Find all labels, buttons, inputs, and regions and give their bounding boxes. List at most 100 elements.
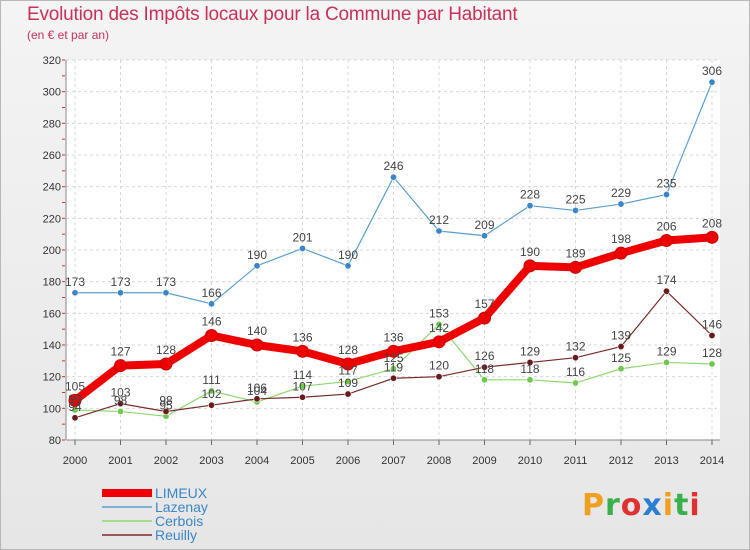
data-point-cerbois [298, 382, 306, 390]
data-point-cerbois [526, 376, 534, 384]
y-tick-label: 220 [43, 213, 61, 225]
data-point-lazenay [253, 262, 261, 270]
y-tick-label: 160 [43, 308, 61, 320]
data-label-reuilly: 146 [702, 318, 722, 332]
data-point-limeux [478, 311, 491, 325]
data-point-limeux [569, 260, 582, 274]
chart-subtitle: (en € et par an) [27, 28, 110, 42]
data-point-lazenay [71, 289, 79, 297]
data-label-limeux: 140 [247, 324, 267, 338]
x-tick-label: 2009 [472, 455, 496, 467]
data-label-lazenay: 212 [429, 213, 449, 227]
data-label-limeux: 190 [520, 245, 540, 259]
data-point-lazenay [344, 262, 352, 270]
data-point-lazenay [208, 300, 216, 308]
logo-letter: t [674, 488, 690, 523]
y-tick-label: 320 [43, 55, 61, 67]
y-tick-label: 200 [43, 245, 61, 257]
data-point-reuilly [662, 287, 670, 295]
data-label-cerbois: 118 [520, 362, 539, 376]
data-point-lazenay [162, 289, 170, 297]
data-point-limeux [614, 246, 628, 260]
legend-label-reuilly: Reuilly [155, 527, 197, 543]
logo-letter: r [605, 488, 621, 523]
data-label-reuilly: 103 [110, 386, 130, 400]
data-label-limeux: 128 [338, 343, 358, 357]
data-point-reuilly [117, 400, 125, 408]
data-point-limeux [341, 357, 355, 371]
data-label-limeux: 198 [611, 232, 631, 246]
logo-letter: x [642, 488, 663, 523]
data-label-cerbois: 116 [566, 365, 585, 379]
data-point-limeux [159, 357, 173, 371]
data-label-cerbois: 95 [159, 398, 173, 412]
data-point-cerbois [662, 358, 670, 366]
data-point-reuilly [435, 373, 443, 381]
data-label-lazenay: 228 [520, 188, 540, 202]
data-point-lazenay [117, 289, 125, 297]
data-label-reuilly: 109 [338, 376, 358, 390]
y-tick-label: 300 [43, 87, 61, 99]
data-point-cerbois [480, 376, 488, 384]
data-label-reuilly: 119 [384, 360, 403, 374]
data-point-cerbois [435, 320, 443, 328]
data-label-lazenay: 173 [65, 275, 85, 289]
data-label-lazenay: 190 [338, 248, 358, 262]
data-point-reuilly [253, 395, 261, 403]
data-label-reuilly: 174 [656, 273, 676, 287]
data-label-reuilly: 98 [159, 394, 173, 408]
y-tick-label: 80 [49, 435, 61, 447]
data-label-lazenay: 225 [565, 192, 585, 206]
data-point-limeux [68, 393, 82, 407]
data-point-lazenay [662, 191, 670, 199]
data-label-cerbois: 98 [114, 394, 128, 408]
data-point-lazenay [526, 202, 534, 210]
data-point-reuilly [480, 363, 488, 371]
logo-letter: P [582, 488, 605, 523]
data-label-limeux: 146 [201, 315, 221, 329]
data-label-limeux: 105 [65, 379, 85, 393]
legend-label-cerbois: Cerbois [155, 513, 203, 529]
data-label-reuilly: 120 [429, 359, 449, 373]
data-label-limeux: 136 [383, 330, 403, 344]
logo-letter: i [689, 488, 701, 523]
data-point-limeux [205, 329, 218, 342]
data-label-reuilly: 107 [292, 379, 312, 393]
data-label-cerbois: 128 [702, 346, 722, 360]
data-label-cerbois: 153 [429, 306, 449, 320]
series-points [68, 78, 719, 422]
data-point-cerbois [389, 365, 397, 373]
data-label-reuilly: 132 [565, 340, 585, 354]
x-tick-label: 2008 [427, 455, 451, 467]
x-tick-label: 2007 [381, 455, 405, 467]
data-point-reuilly [162, 407, 170, 415]
chart-title: Evolution des Impôts locaux pour la Comm… [27, 4, 518, 25]
data-point-cerbois [571, 379, 579, 387]
data-point-reuilly [208, 401, 216, 409]
data-label-lazenay: 166 [201, 286, 221, 300]
data-label-lazenay: 173 [110, 275, 130, 289]
data-point-reuilly [71, 414, 79, 422]
data-point-reuilly [617, 343, 625, 351]
data-label-lazenay: 201 [292, 230, 312, 244]
data-label-limeux: 127 [110, 345, 130, 359]
data-point-cerbois [344, 377, 352, 385]
data-point-limeux [387, 344, 400, 358]
data-point-reuilly [708, 331, 716, 339]
data-label-limeux: 189 [565, 246, 585, 260]
legend-label-limeux: LIMEUX [155, 485, 208, 501]
data-labels: 173 173 173 166 190 201 190 246 212 209 228 225 229 2… [65, 64, 722, 414]
data-point-limeux [523, 259, 537, 273]
data-label-reuilly: 139 [611, 329, 631, 343]
data-label-reuilly: 106 [247, 381, 267, 395]
logo-letter: i [662, 488, 675, 523]
y-tick-label: 260 [43, 150, 61, 162]
x-tick-label: 2004 [245, 455, 269, 467]
data-point-cerbois [208, 387, 216, 395]
data-point-lazenay [298, 244, 306, 252]
data-label-cerbois: 129 [656, 344, 676, 358]
data-label-reuilly: 102 [201, 387, 221, 401]
data-point-cerbois [617, 365, 625, 373]
x-tick-label: 2006 [336, 455, 360, 467]
